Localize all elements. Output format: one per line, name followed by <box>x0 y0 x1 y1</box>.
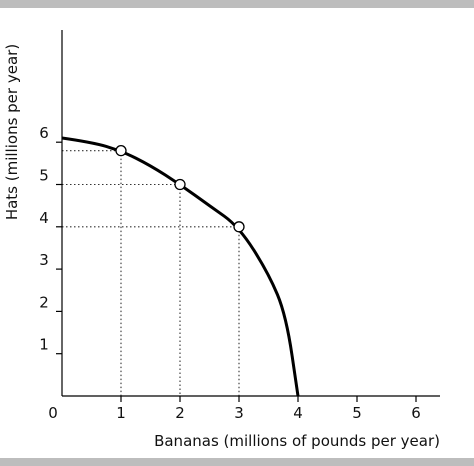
x-tick-label: 3 <box>234 404 244 422</box>
x-tick-label: 6 <box>411 404 421 422</box>
y-tick-label: 2 <box>39 293 49 311</box>
x-axis-title: Bananas (millions of pounds per year) <box>154 432 440 450</box>
marked-points <box>115 145 245 233</box>
guide-lines <box>62 150 240 396</box>
y-axis-title: Hats (millions per year) <box>3 44 21 220</box>
x-tick-label: 1 <box>116 404 126 422</box>
axis-labels: Bananas (millions of pounds per year) Ha… <box>3 44 440 450</box>
x-tick-label: 2 <box>175 404 185 422</box>
bottom-border-band <box>0 458 474 466</box>
y-tick-label: 6 <box>39 124 49 142</box>
x-tick-label: 4 <box>293 404 303 422</box>
axes <box>61 30 440 397</box>
x-tick-label: 0 <box>48 404 58 422</box>
y-tick-label: 3 <box>39 251 49 269</box>
point-marker <box>174 178 186 191</box>
y-tick-label: 1 <box>39 336 49 354</box>
top-border-band <box>0 0 474 8</box>
y-tick-label: 4 <box>39 209 49 227</box>
axis-ticks: 0 1 2 3 4 5 6 1 2 3 4 5 6 <box>39 124 421 422</box>
point-marker <box>115 145 127 157</box>
point-marker <box>233 221 245 233</box>
y-tick-label: 5 <box>39 167 49 185</box>
x-tick-label: 5 <box>352 404 362 422</box>
